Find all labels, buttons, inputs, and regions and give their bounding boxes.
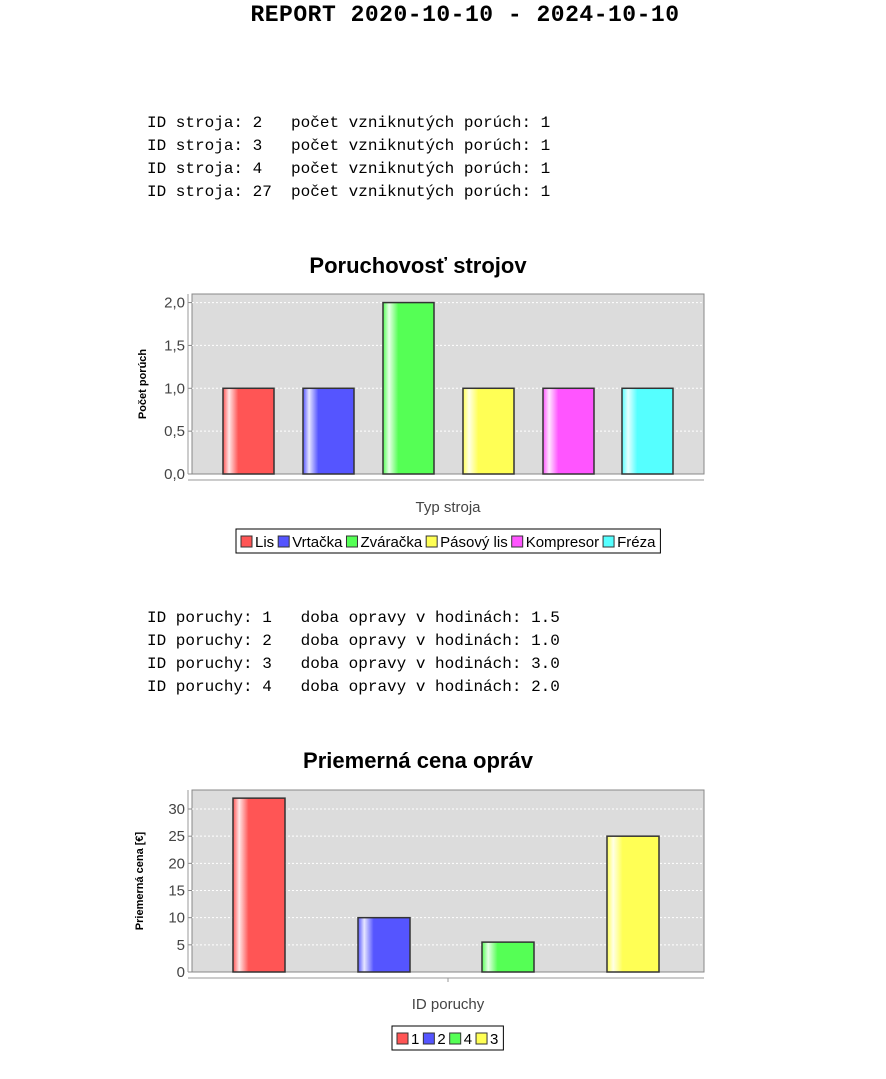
machine-row: ID stroja: 3 počet vzniknutých porúch: 1 <box>147 135 550 158</box>
machine-row-value: 1 <box>540 160 551 178</box>
legend-label: 1 <box>411 1031 419 1048</box>
repair-row-label: doba opravy v hodinách: <box>300 655 532 673</box>
failures-chart: 0,0 0,5 1,0 1,5 2,0 Počet porúch Typ stroja Lis… <box>137 293 705 554</box>
bar-4 <box>481 941 535 973</box>
y-tick-label: 30 <box>168 801 185 818</box>
y-tick-label: 5 <box>177 937 185 954</box>
y-tick-label: 0 <box>177 964 185 981</box>
machine-row: ID stroja: 2 počet vzniknutých porúch: 1 <box>147 112 550 135</box>
plot-area <box>191 293 705 475</box>
repair-row: ID poruchy: 4 doba opravy v hodinách: 2.… <box>147 676 560 699</box>
repair-row-id: 3 <box>262 655 301 673</box>
machine-row-label: ID stroja: <box>147 137 253 155</box>
bar-zváračka <box>382 301 435 475</box>
repair-row-id: 4 <box>262 678 301 696</box>
y-tick-label: 20 <box>168 855 185 872</box>
x-axis-label: ID poruchy <box>412 996 485 1013</box>
legend-swatch <box>240 535 253 548</box>
repair-row-label: doba opravy v hodinách: <box>300 609 532 627</box>
legend: Lis Vrtačka Zváračka Pásový lis Kompresor Fré… <box>235 528 661 554</box>
repair-row-label: ID poruchy: <box>147 655 263 673</box>
y-tick-label: 15 <box>168 883 185 900</box>
repair-row: ID poruchy: 1 doba opravy v hodinách: 1.… <box>147 607 560 630</box>
chart-2-title: Priemerná cena opráv <box>303 748 533 773</box>
repair-row-label: doba opravy v hodinách: <box>300 632 532 650</box>
y-tick-label: 10 <box>168 910 185 927</box>
legend-label: 4 <box>464 1031 472 1048</box>
bar-fréza <box>621 387 674 475</box>
machine-row-label: ID stroja: <box>147 160 253 178</box>
repair-row-label: ID poruchy: <box>147 609 263 627</box>
bar-1 <box>232 797 286 973</box>
bar-kompresor <box>542 387 595 475</box>
repair-row-label: ID poruchy: <box>147 632 263 650</box>
machine-row-id: 3 <box>252 137 292 155</box>
machine-row-id: 2 <box>252 114 292 132</box>
legend-label: Vrtačka <box>292 534 343 551</box>
y-tick-label: 1,5 <box>164 337 185 354</box>
legend-label: 3 <box>490 1031 498 1048</box>
machine-row-label: počet vzniknutých porúch: <box>291 114 541 132</box>
machine-row-label: počet vzniknutých porúch: <box>291 183 541 201</box>
report-title: REPORT 2020-10-10 - 2024-10-10 <box>250 2 680 28</box>
legend: 1 2 4 3 <box>391 1025 504 1051</box>
bar-pásový-lis <box>462 387 515 475</box>
repair-row-label: doba opravy v hodinách: <box>300 678 532 696</box>
repair-row-value: 1.5 <box>531 609 560 627</box>
machine-row-label: ID stroja: <box>147 183 253 201</box>
bar-vrtačka <box>302 387 355 475</box>
machine-row: ID stroja: 27 počet vzniknutých porúch: … <box>147 181 550 204</box>
machine-row-value: 1 <box>540 183 551 201</box>
machine-row-label: počet vzniknutých porúch: <box>291 160 541 178</box>
machine-row-value: 1 <box>540 114 551 132</box>
legend-swatch <box>422 1032 435 1045</box>
legend-label: Pásový lis <box>440 534 508 551</box>
legend-swatch <box>425 535 438 548</box>
chart-1-title: Poruchovosť strojov <box>309 253 527 278</box>
repair-row: ID poruchy: 2 doba opravy v hodinách: 1.… <box>147 630 560 653</box>
legend-label: Fréza <box>617 534 656 551</box>
y-tick-label: 25 <box>168 828 185 845</box>
repair-row-label: ID poruchy: <box>147 678 263 696</box>
repair-row: ID poruchy: 3 doba opravy v hodinách: 3.… <box>147 653 560 676</box>
repair-row-id: 2 <box>262 632 301 650</box>
machine-failures-list: ID stroja: 2 počet vzniknutých porúch: 1… <box>147 112 550 204</box>
legend-swatch <box>396 1032 409 1045</box>
legend-label: Lis <box>255 534 274 551</box>
repair-time-list: ID poruchy: 1 doba opravy v hodinách: 1.… <box>147 607 560 699</box>
y-tick-label: 2,0 <box>164 295 185 312</box>
legend-label: Zváračka <box>360 534 422 551</box>
machine-row-id: 27 <box>252 183 292 201</box>
machine-row-label: počet vzniknutých porúch: <box>291 137 541 155</box>
bar-3 <box>606 835 660 973</box>
machine-row: ID stroja: 4 počet vzniknutých porúch: 1 <box>147 158 550 181</box>
legend-swatch <box>345 535 358 548</box>
y-tick-label: 0,5 <box>164 423 185 440</box>
legend-swatch <box>449 1032 462 1045</box>
y-tick-label: 0,0 <box>164 466 185 483</box>
repair-row-id: 1 <box>262 609 301 627</box>
bar-2 <box>357 916 411 973</box>
y-tick-label: 1,0 <box>164 380 185 397</box>
repair-row-value: 3.0 <box>531 655 560 673</box>
legend-swatch <box>511 535 524 548</box>
machine-row-label: ID stroja: <box>147 114 253 132</box>
legend-swatch <box>475 1032 488 1045</box>
repair-row-value: 2.0 <box>531 678 560 696</box>
legend-box <box>235 528 661 554</box>
machine-row-id: 4 <box>252 160 292 178</box>
legend-label: Kompresor <box>526 534 599 551</box>
repair-row-value: 1.0 <box>531 632 560 650</box>
y-axis-label: Počet porúch <box>137 349 149 420</box>
legend-swatch <box>602 535 615 548</box>
cost-chart: 0 5 10 15 20 25 30 Priemerná cena [€] ID poruchy… <box>134 789 705 1051</box>
y-axis-label: Priemerná cena [€] <box>134 831 146 930</box>
x-axis-label: Typ stroja <box>415 499 481 516</box>
bar-lis <box>222 387 275 475</box>
legend-swatch <box>277 535 290 548</box>
machine-row-value: 1 <box>540 137 551 155</box>
legend-label: 2 <box>437 1031 445 1048</box>
